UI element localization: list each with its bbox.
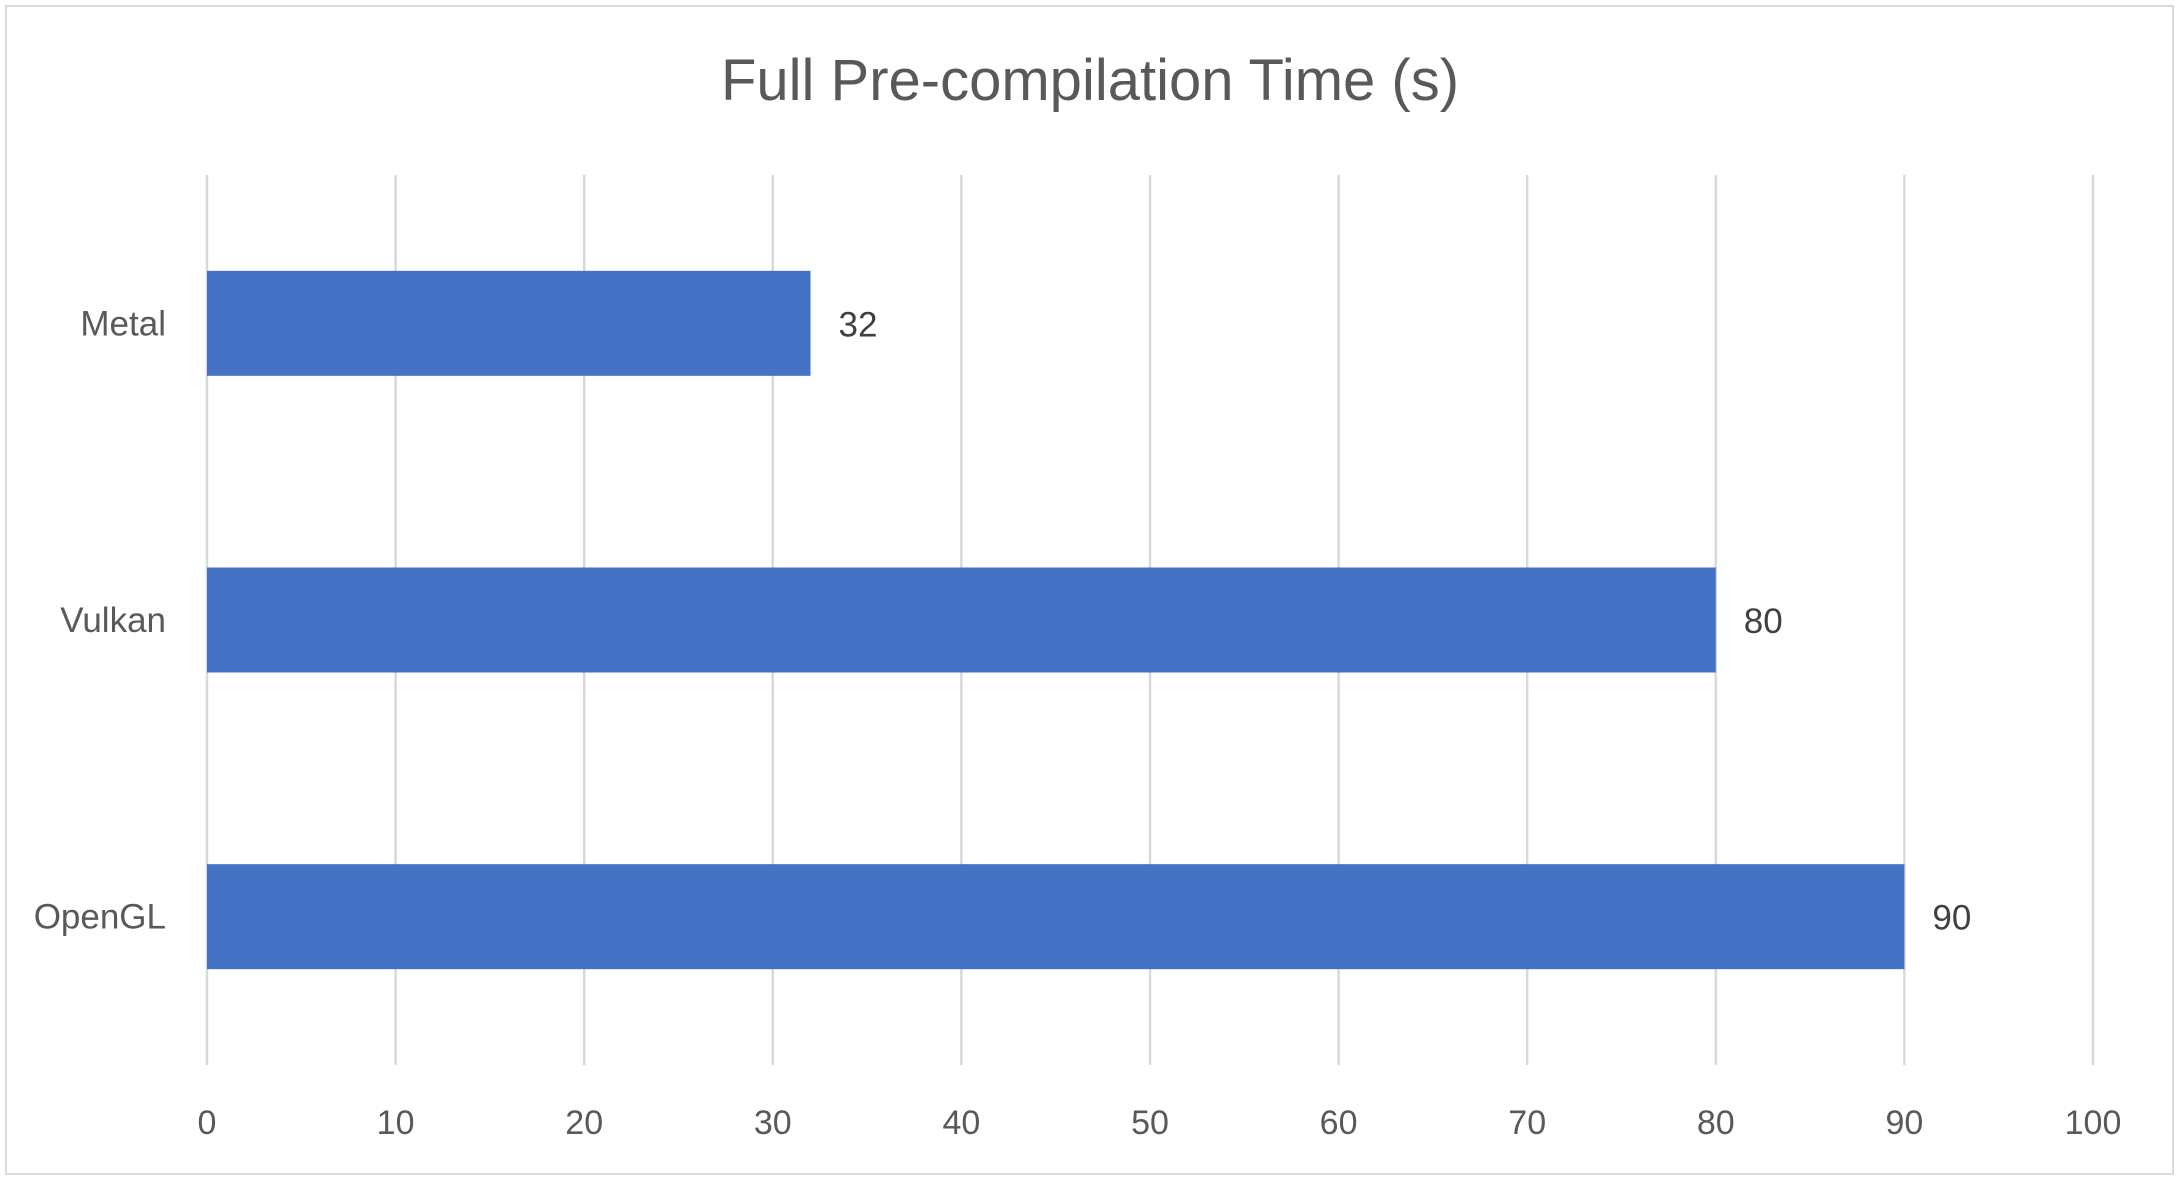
x-tick-label-60: 60 [1320,1104,1358,1142]
x-tick-label-90: 90 [1885,1104,1923,1142]
category-label-metal: Metal [80,304,166,343]
x-tick-label-50: 50 [1131,1104,1169,1142]
bar-metal [207,270,811,376]
x-tick-label-20: 20 [565,1104,603,1142]
x-tick-label-0: 0 [198,1104,217,1142]
bars [207,270,1905,970]
bar-vulkan [207,567,1716,673]
x-tick-label-30: 30 [754,1104,792,1142]
x-tick-label-70: 70 [1508,1104,1546,1142]
chart-title: Full Pre-compilation Time (s) [721,48,1459,113]
labels: 0 10 20 30 40 50 60 70 80 90 100 Metal 32 Vulkan 80 Ope… [34,304,2122,1142]
x-tick-label-100: 100 [2065,1104,2122,1142]
x-tick-label-40: 40 [942,1104,980,1142]
bar-opengl [207,864,1905,970]
data-label-vulkan: 80 [1744,602,1783,641]
x-tick-label-10: 10 [377,1104,415,1142]
data-label-opengl: 90 [1932,899,1971,938]
category-label-opengl: OpenGL [34,898,166,937]
x-tick-label-80: 80 [1697,1104,1735,1142]
category-label-vulkan: Vulkan [60,601,166,640]
data-label-metal: 32 [839,305,878,344]
